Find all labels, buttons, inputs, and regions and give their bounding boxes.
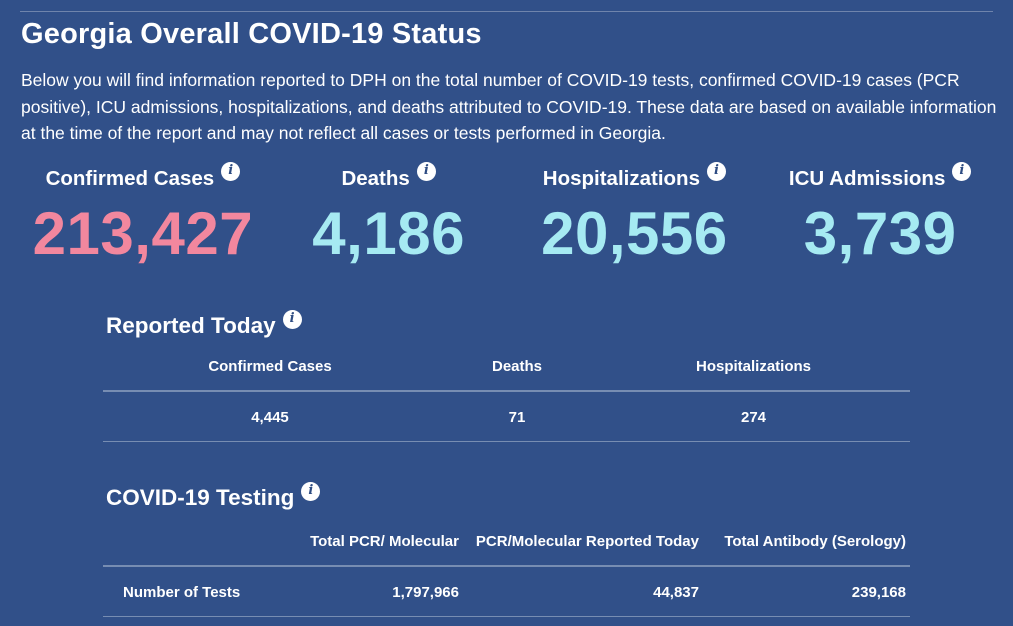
headline-stats: Confirmed Cases i 213,427 Deaths i 4,186 H… [20,162,1003,268]
reported-today-table: Confirmed Cases Deaths Hospitalizations … [103,341,910,442]
stat-label: ICU Admissions i [757,162,1003,192]
stat-label-text: Confirmed Cases [45,167,215,190]
info-icon[interactable]: i [416,162,436,182]
stat-label-text: ICU Admissions [788,167,946,190]
info-icon[interactable]: i [282,309,302,329]
stat-label: Hospitalizations i [512,162,758,192]
table-divider [103,390,910,392]
column-header: Deaths [491,358,543,375]
info-icon[interactable]: i [221,162,241,182]
info-icon[interactable]: i [301,481,321,501]
stat-value: 3,739 [803,200,957,267]
info-icon[interactable]: i [952,162,972,182]
table-cell-total-pcr: 1,797,966 [392,583,459,601]
column-header: Total PCR/ Molecular [310,533,459,550]
info-icon[interactable]: i [706,162,726,182]
table-cell-total-antibody: 239,168 [851,583,906,601]
stat-icu-admissions: ICU Admissions i 3,739 [757,162,1003,268]
stat-label-text: Hospitalizations [542,167,700,190]
stat-confirmed-cases: Confirmed Cases i 213,427 [20,162,266,268]
stat-value: 213,427 [32,200,254,267]
table-header-row: Confirmed Cases Deaths Hospitalizations [103,341,910,390]
table-divider [103,440,910,442]
section-heading-text: COVID-19 Testing [106,485,295,510]
column-header: Confirmed Cases [208,358,332,375]
stat-hospitalizations: Hospitalizations i 20,556 [512,162,758,268]
table-row: Number of Tests 1,797,966 44,837 239,168 [103,567,910,616]
stat-label: Confirmed Cases i [20,162,266,192]
stat-label-text: Deaths [341,167,410,190]
covid-testing-section: COVID-19 Testing i Total PCR/ Molecular P… [103,481,910,617]
table-cell-pcr-reported-today: 44,837 [653,583,699,601]
table-cell-confirmed-cases: 4,445 [251,408,289,426]
column-header: Total Antibody (Serology) [724,533,906,550]
reported-today-section: Reported Today i Confirmed Cases Deaths H… [103,309,910,442]
covid-testing-heading: COVID-19 Testing i [103,481,910,513]
intro-text: Below you will find information reported… [21,70,997,143]
covid-testing-table: Total PCR/ Molecular PCR/Molecular Repor… [103,513,910,617]
stat-value: 4,186 [312,200,465,267]
table-row: 4,445 71 274 [103,392,910,441]
stat-value: 20,556 [541,200,728,267]
table-cell-deaths: 71 [508,408,526,426]
table-cell-hospitalizations: 274 [740,408,767,426]
table-divider [103,615,910,617]
page-title: Georgia Overall COVID-19 Status [21,18,482,50]
top-divider [20,11,993,12]
section-heading-text: Reported Today [106,313,276,338]
column-header: Hospitalizations [695,358,811,375]
stat-label: Deaths i [266,162,512,192]
table-header-row: Total PCR/ Molecular PCR/Molecular Repor… [103,513,910,565]
table-divider [103,565,910,567]
column-header: PCR/Molecular Reported Today [475,533,699,550]
stat-deaths: Deaths i 4,186 [266,162,512,268]
reported-today-heading: Reported Today i [103,309,910,341]
row-label-number-of-tests: Number of Tests [123,583,241,601]
